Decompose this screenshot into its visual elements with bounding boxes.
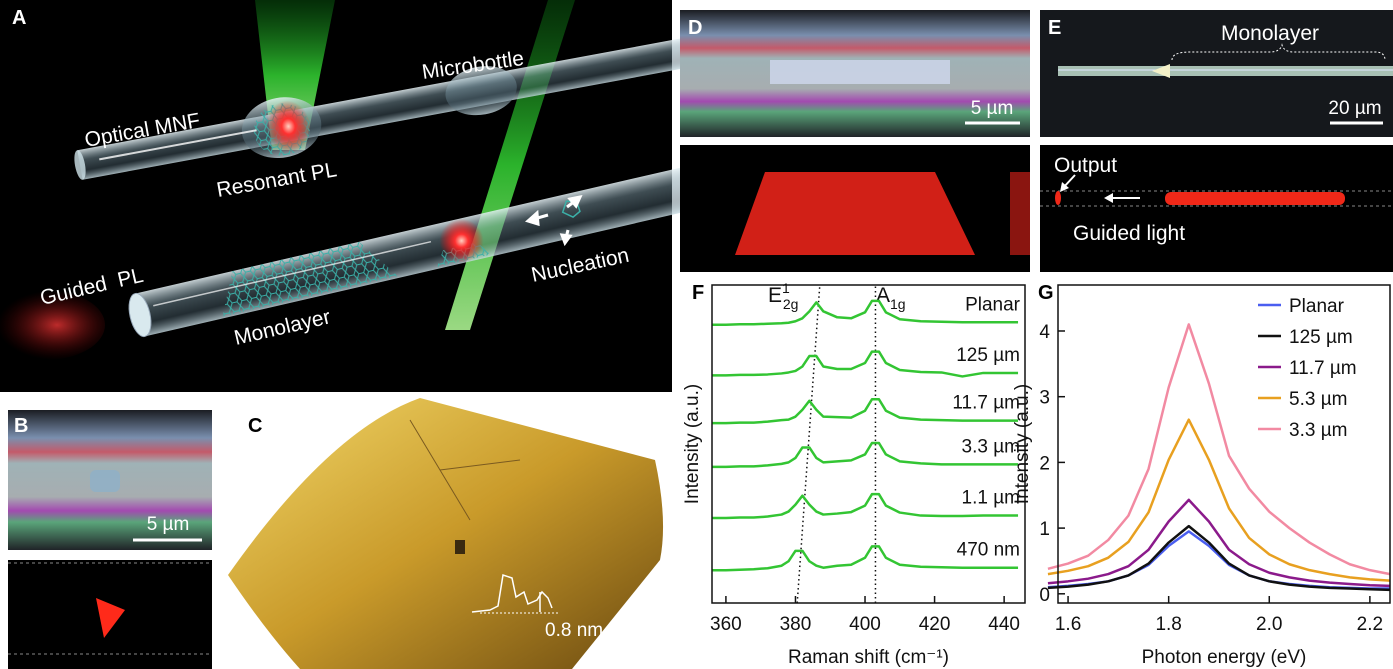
series-line — [1048, 500, 1390, 586]
x-axis-label: Raman shift (cm⁻¹) — [788, 647, 949, 668]
annotation: Guided light — [1073, 222, 1185, 245]
annotation-sup: 1 — [782, 280, 790, 296]
figure: A Optical MNF Microbottle Resonant PL Gu… — [0, 0, 1393, 669]
y-tick-label: 2 — [1039, 453, 1050, 474]
guide-line — [797, 285, 820, 603]
legend-label: 5.3 µm — [1289, 389, 1347, 410]
x-tick-label: 360 — [710, 614, 742, 635]
chart: F Intensity (a.u.) Raman shift (cm⁻¹) 360 38… — [682, 280, 1025, 668]
x-tick-label: 440 — [988, 614, 1020, 635]
x-tick-label: 380 — [780, 614, 812, 635]
panel-e: Monolayer 20 µm E Output Guided light — [1040, 10, 1393, 272]
fiber — [1058, 66, 1393, 76]
x-tick-label: 2.0 — [1256, 614, 1282, 635]
annotation: A1g — [876, 284, 906, 312]
annotation: Output — [1054, 154, 1117, 177]
scale-label: 5 µm — [147, 514, 190, 535]
annotation-base: E — [768, 284, 782, 307]
x-tick-label: 2.2 — [1357, 614, 1383, 635]
chart: G Intensity (a.u.) Photon energy (eV) 1.6 1.… — [1012, 282, 1390, 668]
panel-label: F — [692, 282, 704, 304]
series-label: Planar — [965, 294, 1021, 315]
annotation-base: A — [876, 284, 890, 307]
annotation: Monolayer — [1221, 22, 1319, 45]
pl-flake — [735, 172, 975, 255]
flake — [770, 60, 950, 84]
legend-label: 125 µm — [1289, 327, 1353, 348]
panel-label: D — [688, 17, 702, 39]
annotation-sub: 1g — [890, 296, 906, 312]
x-tick-label: 420 — [919, 614, 951, 635]
series-label: 125 µm — [956, 345, 1020, 366]
pl-edge — [1010, 172, 1030, 255]
y-axis-label: Intensity (a.u.) — [682, 384, 703, 504]
y-tick-label: 1 — [1039, 519, 1050, 540]
panel-c: 0.8 nm C — [228, 398, 663, 669]
panel-a: A Optical MNF Microbottle Resonant PL Gu… — [0, 0, 695, 392]
x-axis-label: Photon energy (eV) — [1142, 647, 1307, 668]
y-tick-label: 4 — [1039, 322, 1050, 343]
particle — [455, 540, 465, 554]
panel-label: A — [12, 7, 26, 29]
y-tick-label: 3 — [1039, 388, 1050, 409]
scale-label: 20 µm — [1328, 98, 1381, 119]
x-tick-label: 400 — [849, 614, 881, 635]
panel-label: C — [248, 415, 262, 437]
panel-d: 5 µm D — [680, 10, 1030, 272]
panel-label: E — [1048, 17, 1061, 39]
panel-label: G — [1038, 282, 1054, 304]
annotation-sub: 2g — [783, 296, 799, 312]
height-label: 0.8 nm — [545, 620, 603, 641]
flake — [90, 470, 120, 492]
legend-label: Planar — [1289, 296, 1345, 317]
legend-label: 3.3 µm — [1289, 420, 1347, 441]
series-label: 470 nm — [957, 540, 1020, 561]
scale-label: 5 µm — [971, 98, 1014, 119]
y-axis-label: Intensity (a.u.) — [1012, 384, 1033, 504]
pl-band — [1165, 192, 1345, 205]
series-label: 11.7 µm — [952, 393, 1020, 414]
x-tick-label: 1.6 — [1055, 614, 1081, 635]
x-tick-label: 1.8 — [1155, 614, 1181, 635]
output-spot — [1055, 191, 1061, 205]
legend-label: 11.7 µm — [1289, 358, 1357, 379]
panel-label: B — [14, 415, 28, 437]
panel-b: 5 µm B — [8, 410, 212, 669]
